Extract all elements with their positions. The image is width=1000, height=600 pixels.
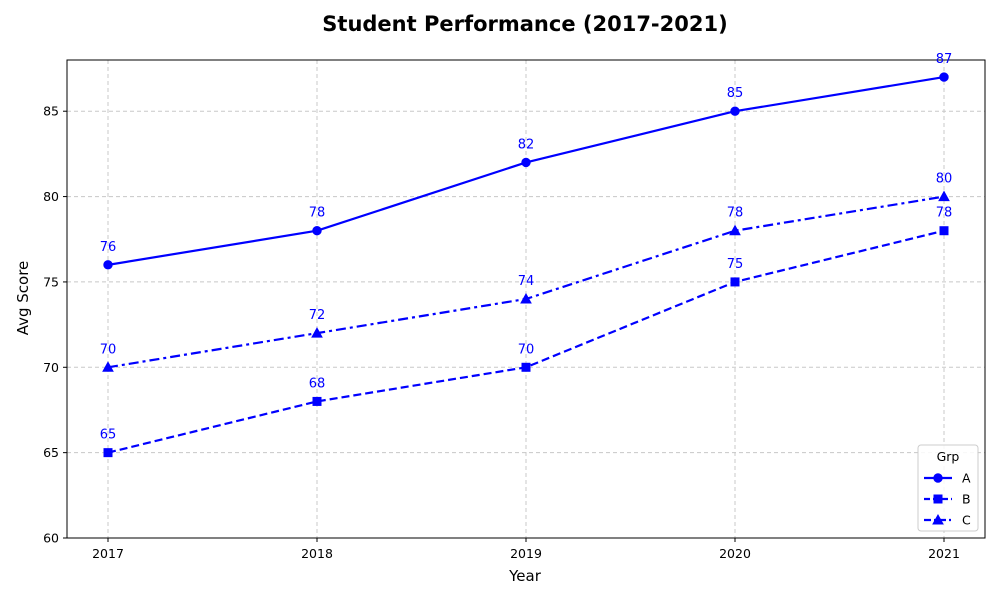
data-label: 70 — [518, 342, 535, 357]
legend-label: B — [962, 492, 971, 507]
data-label: 75 — [727, 257, 744, 272]
data-point — [939, 226, 949, 236]
legend-entry-b: B — [924, 492, 971, 507]
x-tick-label: 2021 — [928, 546, 960, 561]
data-label: 78 — [936, 206, 953, 221]
legend-entry-c: C — [924, 513, 971, 528]
legend-marker — [933, 473, 943, 483]
data-label: 78 — [727, 206, 744, 221]
legend-box — [917, 444, 979, 532]
data-point — [103, 260, 113, 270]
data-label: 76 — [100, 240, 117, 255]
data-point — [729, 224, 741, 236]
legend-marker — [932, 513, 944, 525]
chart-title: Student Performance (2017-2021) — [322, 12, 727, 36]
y-tick-label: 80 — [43, 189, 59, 204]
data-label: 65 — [100, 428, 117, 443]
y-tick-label: 60 — [43, 531, 59, 546]
axes: 2017 2018 2019 2020 2021 60 65 70 75 80 85 — [43, 59, 986, 561]
legend-marker — [933, 494, 943, 504]
data-label: 87 — [936, 52, 953, 67]
data-label: 78 — [309, 206, 326, 221]
y-tick-label: 65 — [43, 445, 59, 460]
data-point — [521, 362, 531, 372]
series-a — [103, 72, 949, 270]
data-label: 80 — [936, 172, 953, 187]
y-tick-label: 75 — [43, 274, 59, 289]
data-point — [730, 277, 740, 287]
series-layer — [102, 72, 950, 458]
x-axis-label: Year — [508, 567, 542, 585]
data-point — [730, 106, 740, 116]
x-tick-label: 2019 — [510, 546, 542, 561]
data-point — [521, 157, 531, 168]
legend-label: A — [962, 471, 971, 486]
legend-entry-a: A — [924, 471, 971, 486]
data-labels: 76 78 82 85 87 65 68 70 75 78 70 72 74 78 80 — [100, 52, 953, 443]
data-label: 74 — [518, 274, 535, 289]
x-tick-label: 2018 — [301, 546, 333, 561]
series-b — [103, 226, 949, 458]
y-tick-label: 70 — [43, 360, 59, 375]
series-c — [102, 190, 950, 372]
x-tick-label: 2017 — [92, 546, 124, 561]
legend-label: C — [962, 513, 971, 528]
grid — [67, 60, 985, 539]
data-label: 68 — [309, 376, 326, 391]
data-point — [312, 396, 322, 406]
data-point — [311, 327, 323, 338]
data-point — [102, 361, 114, 372]
data-point — [312, 226, 322, 236]
data-label: 85 — [727, 86, 744, 101]
data-point — [938, 190, 950, 202]
data-label: 82 — [518, 137, 535, 152]
legend-title: Grp — [937, 449, 960, 464]
data-point — [939, 72, 949, 82]
x-tick-label: 2020 — [719, 546, 751, 561]
data-point — [520, 292, 532, 304]
y-axis-label: Avg Score — [14, 261, 32, 336]
y-tick-label: 85 — [43, 104, 59, 119]
data-label: 70 — [100, 342, 117, 357]
data-label: 72 — [309, 308, 326, 323]
data-point — [103, 448, 113, 458]
